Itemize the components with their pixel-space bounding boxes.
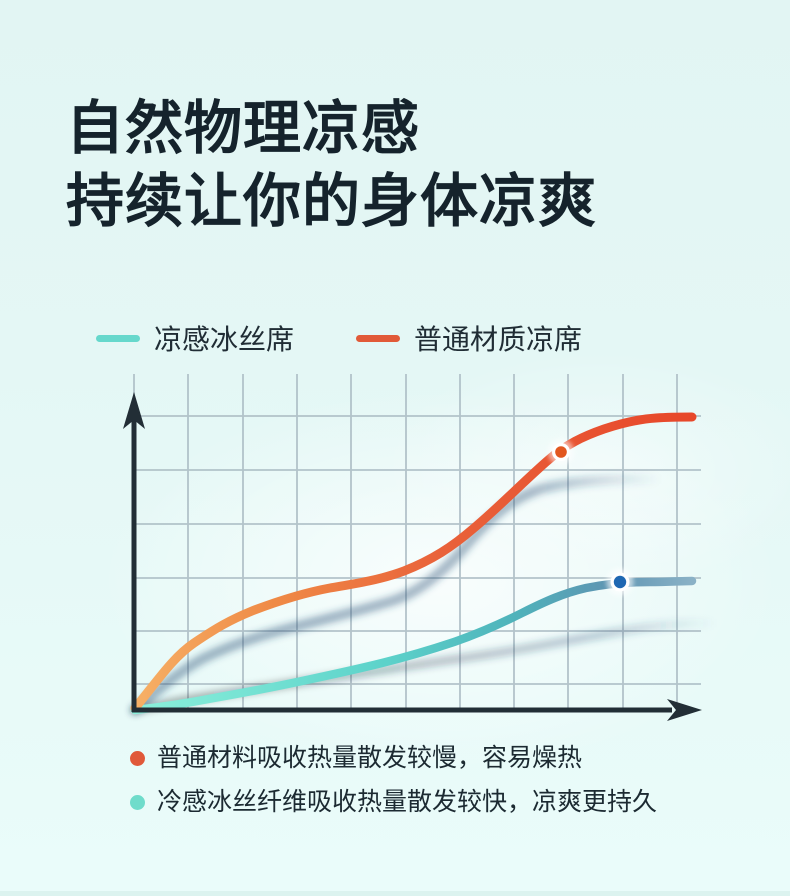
legend-item-ordinary: 普通材质凉席 bbox=[356, 318, 582, 358]
bullet-ice-silk: 冷感冰丝纤维吸收热量散发较快，凉爽更持久 bbox=[130, 787, 657, 817]
grid-horizontal-lines bbox=[134, 415, 701, 685]
bullet-text-ice-silk: 冷感冰丝纤维吸收热量散发较快，凉爽更持久 bbox=[157, 788, 658, 816]
legend-label-ice-silk: 凉感冰丝席 bbox=[154, 324, 295, 355]
ordinary-mat-curve bbox=[130, 412, 697, 713]
caption-list: 普通材料吸收热量散发较慢，容易燥热 冷感冰丝纤维吸收热量散发较快，凉爽更持久 bbox=[130, 743, 657, 831]
ice-silk-marker bbox=[606, 568, 634, 596]
page-title: 自然物理凉感 持续让你的身体凉爽 bbox=[66, 92, 597, 238]
chart-legend: 凉感冰丝席 普通材质凉席 bbox=[96, 318, 582, 358]
bullet-dot-ice-silk-icon bbox=[130, 794, 145, 810]
x-axis-arrow-icon bbox=[667, 699, 702, 721]
bottom-strip bbox=[0, 891, 790, 896]
legend-item-ice-silk: 凉感冰丝席 bbox=[96, 318, 294, 358]
y-axis-arrow-icon bbox=[123, 392, 145, 429]
title-line-1: 自然物理凉感 bbox=[66, 96, 421, 161]
bullet-ordinary: 普通材料吸收热量散发较慢，容易燥热 bbox=[130, 743, 657, 773]
bullet-dot-ordinary-icon bbox=[130, 750, 145, 766]
legend-label-ordinary: 普通材质凉席 bbox=[414, 324, 583, 355]
chart-axes bbox=[123, 392, 702, 721]
legend-swatch-ice-silk-icon bbox=[96, 334, 140, 342]
title-line-2: 持续让你的身体凉爽 bbox=[66, 169, 598, 235]
bullet-text-ordinary: 普通材料吸收热量散发较慢，容易燥热 bbox=[157, 744, 583, 772]
legend-swatch-ordinary-icon bbox=[356, 334, 401, 342]
curve-shadow-upper bbox=[130, 474, 661, 715]
ordinary-mat-marker bbox=[548, 439, 574, 465]
